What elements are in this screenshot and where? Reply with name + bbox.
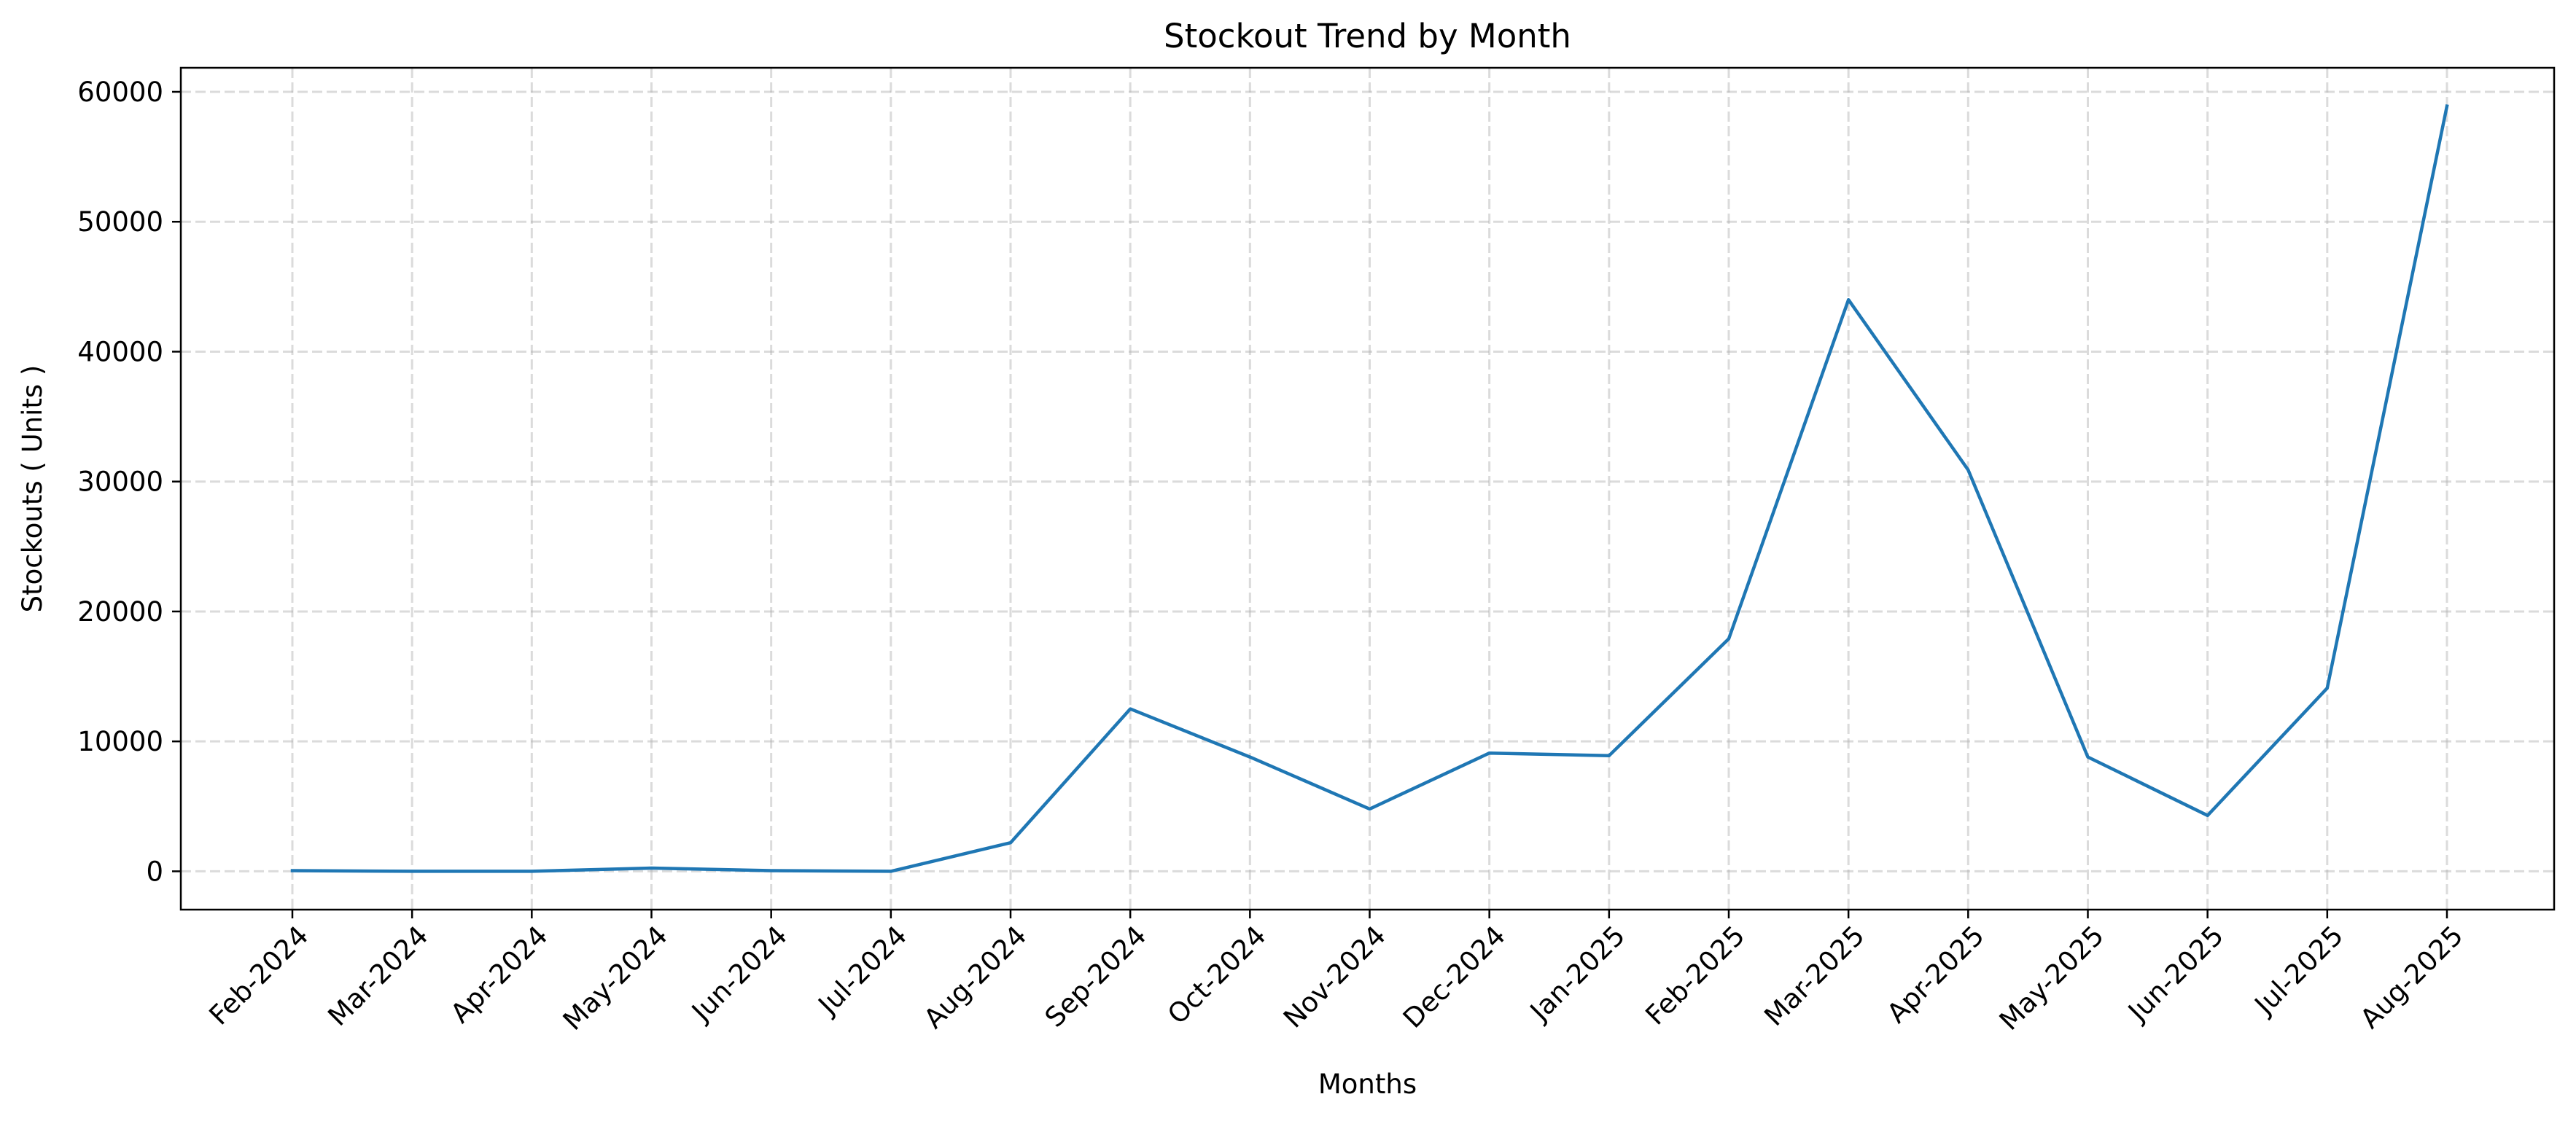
plot-frame — [179, 66, 2556, 911]
series-layer — [290, 103, 2449, 873]
grid — [181, 68, 2554, 910]
y-axis-title: Stockouts ( Units ) — [17, 365, 48, 613]
y-tick-label: 40000 — [77, 336, 163, 367]
x-axis-title: Months — [1318, 1069, 1417, 1100]
y-tick-label: 10000 — [77, 726, 163, 757]
y-tick-label: 0 — [146, 856, 163, 887]
y-tick-label: 50000 — [77, 206, 163, 238]
y-tick-label: 60000 — [77, 77, 163, 108]
y-axis: 0 10000 20000 30000 40000 50000 60000 — [77, 77, 181, 887]
chart-title: Stockout Trend by Month — [1164, 17, 1571, 55]
y-tick-label: 30000 — [77, 466, 163, 498]
y-tick-label: 20000 — [77, 596, 163, 628]
